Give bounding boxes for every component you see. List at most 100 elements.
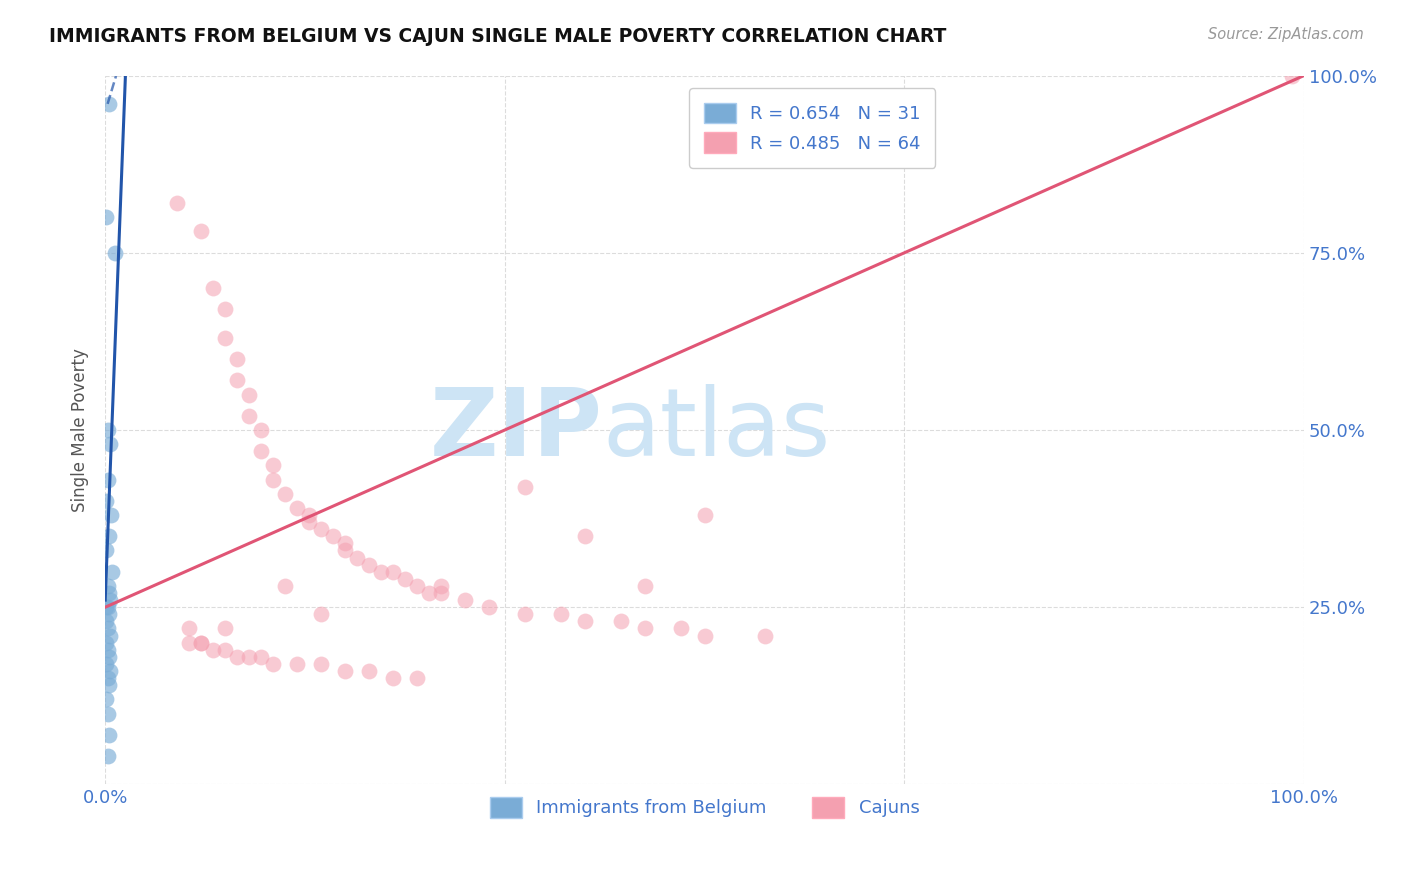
- Point: [1281, 69, 1303, 83]
- Point: [96, 211, 118, 225]
- Point: [274, 579, 297, 593]
- Point: [96, 543, 118, 558]
- Point: [357, 558, 380, 572]
- Point: [214, 622, 236, 636]
- Point: [285, 657, 308, 671]
- Point: [97, 642, 120, 657]
- Point: [333, 664, 356, 678]
- Point: [179, 622, 201, 636]
- Point: [190, 635, 212, 649]
- Point: [214, 331, 236, 345]
- Point: [97, 473, 120, 487]
- Point: [406, 671, 429, 685]
- Point: [96, 615, 118, 629]
- Point: [370, 565, 392, 579]
- Point: [262, 458, 284, 473]
- Point: [226, 352, 249, 367]
- Point: [238, 387, 260, 401]
- Point: [190, 635, 212, 649]
- Point: [97, 579, 120, 593]
- Point: [96, 494, 118, 508]
- Point: [104, 245, 127, 260]
- Point: [96, 600, 118, 615]
- Point: [322, 529, 344, 543]
- Point: [418, 586, 440, 600]
- Point: [238, 649, 260, 664]
- Point: [226, 373, 249, 387]
- Point: [669, 622, 692, 636]
- Point: [754, 629, 776, 643]
- Point: [357, 664, 380, 678]
- Point: [179, 635, 201, 649]
- Point: [97, 678, 120, 692]
- Point: [550, 607, 572, 622]
- Text: ZIP: ZIP: [430, 384, 603, 476]
- Point: [214, 642, 236, 657]
- Point: [262, 473, 284, 487]
- Point: [333, 536, 356, 550]
- Point: [250, 444, 273, 458]
- Point: [693, 508, 716, 522]
- Point: [97, 586, 120, 600]
- Point: [97, 706, 120, 721]
- Point: [250, 649, 273, 664]
- Point: [406, 579, 429, 593]
- Point: [454, 593, 477, 607]
- Point: [309, 522, 332, 536]
- Text: IMMIGRANTS FROM BELGIUM VS CAJUN SINGLE MALE POVERTY CORRELATION CHART: IMMIGRANTS FROM BELGIUM VS CAJUN SINGLE …: [49, 27, 946, 45]
- Point: [97, 423, 120, 437]
- Point: [101, 565, 124, 579]
- Point: [285, 500, 308, 515]
- Point: [513, 480, 536, 494]
- Point: [309, 607, 332, 622]
- Point: [97, 749, 120, 764]
- Point: [190, 225, 212, 239]
- Point: [298, 515, 321, 529]
- Point: [513, 607, 536, 622]
- Point: [346, 550, 368, 565]
- Point: [97, 96, 120, 111]
- Point: [478, 600, 501, 615]
- Point: [97, 671, 120, 685]
- Point: [98, 629, 121, 643]
- Point: [394, 572, 416, 586]
- Point: [202, 642, 225, 657]
- Point: [100, 508, 122, 522]
- Point: [250, 423, 273, 437]
- Point: [97, 600, 120, 615]
- Point: [333, 543, 356, 558]
- Point: [96, 692, 118, 706]
- Point: [634, 579, 657, 593]
- Point: [98, 593, 121, 607]
- Text: Source: ZipAtlas.com: Source: ZipAtlas.com: [1208, 27, 1364, 42]
- Point: [97, 728, 120, 742]
- Point: [430, 586, 453, 600]
- Point: [609, 615, 631, 629]
- Point: [693, 629, 716, 643]
- Legend: Immigrants from Belgium, Cajuns: Immigrants from Belgium, Cajuns: [482, 789, 927, 825]
- Point: [97, 529, 120, 543]
- Point: [298, 508, 321, 522]
- Text: atlas: atlas: [603, 384, 831, 476]
- Point: [202, 281, 225, 295]
- Point: [574, 529, 596, 543]
- Point: [98, 437, 121, 451]
- Point: [381, 671, 404, 685]
- Point: [430, 579, 453, 593]
- Point: [262, 657, 284, 671]
- Point: [274, 487, 297, 501]
- Y-axis label: Single Male Poverty: Single Male Poverty: [72, 348, 89, 512]
- Point: [166, 196, 188, 211]
- Point: [97, 649, 120, 664]
- Point: [574, 615, 596, 629]
- Point: [634, 622, 657, 636]
- Point: [226, 649, 249, 664]
- Point: [381, 565, 404, 579]
- Point: [238, 409, 260, 423]
- Point: [214, 302, 236, 317]
- Point: [98, 664, 121, 678]
- Point: [97, 622, 120, 636]
- Point: [96, 657, 118, 671]
- Point: [96, 635, 118, 649]
- Point: [309, 657, 332, 671]
